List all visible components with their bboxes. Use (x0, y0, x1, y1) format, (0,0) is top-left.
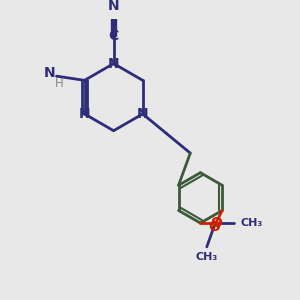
Text: N: N (44, 66, 56, 80)
Text: H: H (54, 76, 63, 90)
Text: N: N (79, 107, 90, 121)
Text: N: N (108, 57, 119, 70)
Text: CH₃: CH₃ (196, 252, 218, 262)
Text: C: C (109, 28, 119, 43)
Text: N: N (108, 0, 119, 13)
Text: O: O (208, 220, 220, 234)
Text: O: O (210, 216, 222, 230)
Text: N: N (137, 107, 148, 121)
Text: CH₃: CH₃ (240, 218, 262, 228)
